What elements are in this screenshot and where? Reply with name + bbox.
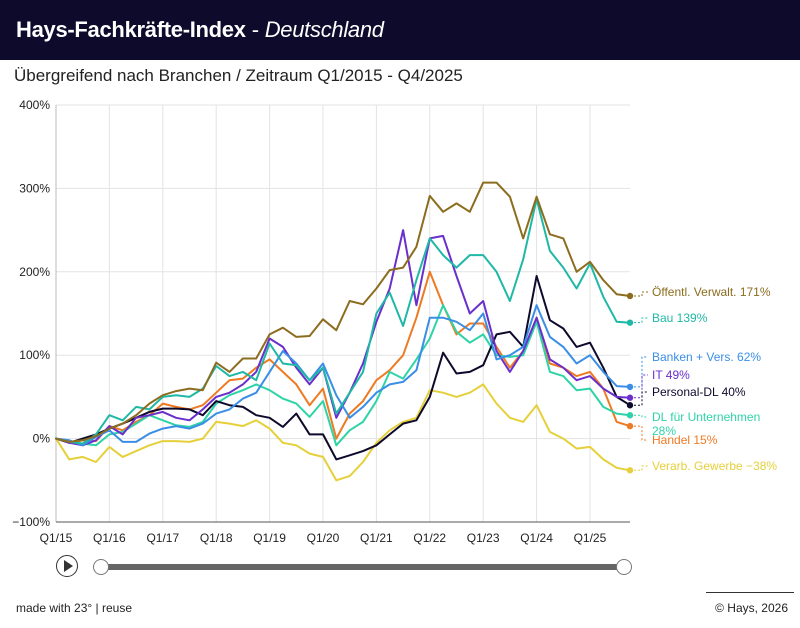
series-end-point xyxy=(626,292,634,300)
timeline-start-handle[interactable] xyxy=(93,559,109,575)
header-region: Deutschland xyxy=(264,17,384,42)
y-tick-label: 400% xyxy=(19,98,50,112)
series-line xyxy=(55,383,631,482)
series-label: IT 49% xyxy=(652,368,690,382)
y-tick-label: −100% xyxy=(12,515,50,529)
series-end-point xyxy=(626,319,634,326)
series-end-point xyxy=(626,394,634,401)
header-separator: - xyxy=(251,17,259,42)
series-line xyxy=(55,304,631,447)
timeline-end-handle[interactable] xyxy=(616,559,632,575)
x-tick-label: Q1/18 xyxy=(200,531,233,545)
made-with-link[interactable]: made with 23° xyxy=(16,601,93,615)
label-leader xyxy=(630,317,648,324)
series-line xyxy=(55,181,631,443)
series-label: Personal-DL 40% xyxy=(652,385,746,399)
series-line xyxy=(55,304,631,447)
label-leader xyxy=(630,291,648,297)
play-icon[interactable] xyxy=(56,555,78,577)
timeline-track[interactable] xyxy=(100,564,623,570)
x-tick-label: Q1/23 xyxy=(467,531,500,545)
x-tick-label: Q1/20 xyxy=(307,531,340,545)
x-tick-label: Q1/19 xyxy=(253,531,286,545)
x-tick-label: Q1/17 xyxy=(146,531,179,545)
line-chart: −100% 0% 100% 200% 300% 400% Q1/15 Q1/16 Q1/17 Q1… xyxy=(12,98,777,545)
x-tick-label: Q1/21 xyxy=(360,531,393,545)
footer-credits: made with 23° | reuse xyxy=(16,601,132,615)
label-leader xyxy=(630,425,648,441)
label-leader xyxy=(630,374,648,399)
copyright: © Hays, 2026 xyxy=(715,601,788,615)
chart-header: Hays-Fachkräfte-Index - Deutschland xyxy=(0,0,800,60)
series-end-point xyxy=(626,383,634,391)
series-label: Bau 139% xyxy=(652,311,708,325)
label-leader xyxy=(630,465,648,471)
series-end-point xyxy=(626,422,634,430)
y-tick-label: 100% xyxy=(19,348,50,362)
series-label: Banken + Vers. 62% xyxy=(652,350,761,364)
footer-rule xyxy=(706,592,794,593)
series-label: Verarb. Gewerbe −38% xyxy=(652,459,777,473)
x-tick-label: Q1/15 xyxy=(40,531,73,545)
series-label: Handel 15% xyxy=(652,433,718,447)
footer-divider: | xyxy=(95,601,99,615)
series-line xyxy=(55,198,631,445)
reuse-link[interactable]: reuse xyxy=(101,601,133,615)
x-tick-label: Q1/24 xyxy=(520,531,553,545)
y-tick-label: 0% xyxy=(33,432,51,446)
series-end-point xyxy=(626,402,634,409)
header-brand: Hays-Fachkräfte-Index xyxy=(16,17,246,42)
label-leader xyxy=(630,356,648,388)
y-tick-label: 200% xyxy=(19,265,50,279)
series-end-point xyxy=(626,467,634,474)
series-end-point xyxy=(626,412,634,419)
chart-subtitle: Übergreifend nach Branchen / Zeitraum Q1… xyxy=(14,66,463,85)
x-tick-label: Q1/25 xyxy=(574,531,607,545)
label-leader xyxy=(630,414,648,418)
series-line xyxy=(55,275,631,461)
x-tick-label: Q1/16 xyxy=(93,531,126,545)
label-leader xyxy=(630,391,648,406)
timeline-slider[interactable] xyxy=(56,552,636,582)
x-tick-label: Q1/22 xyxy=(413,531,446,545)
series-line xyxy=(55,229,631,447)
series-label: DL für Unternehmen 28% xyxy=(652,410,760,438)
series-label: Öffentl. Verwalt. 171% xyxy=(652,285,771,299)
y-tick-label: 300% xyxy=(19,181,50,195)
